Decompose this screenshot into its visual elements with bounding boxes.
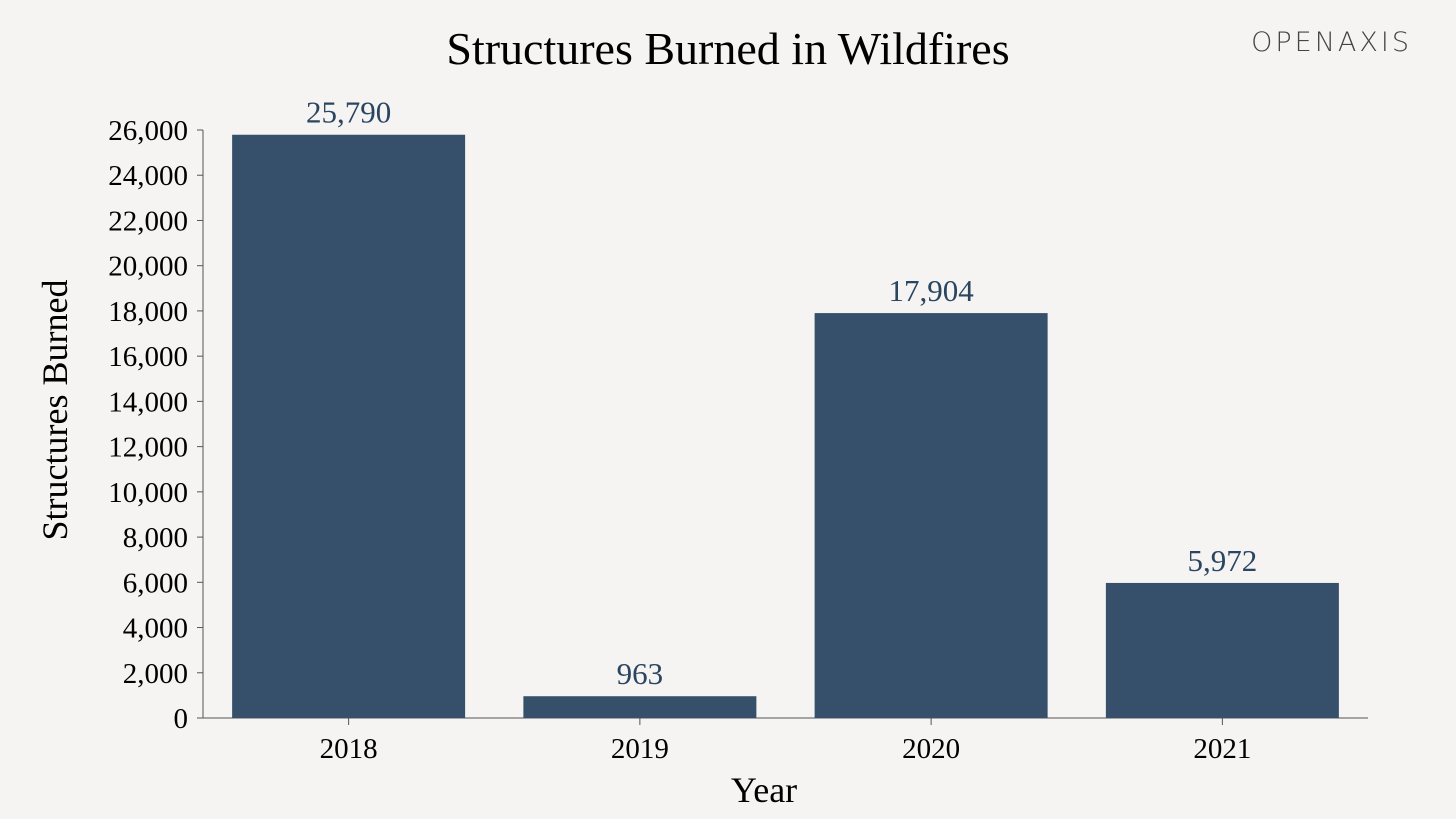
y-tick-label: 10,000	[108, 477, 188, 509]
bars	[232, 134, 1339, 718]
bar-2018	[232, 134, 466, 718]
x-tick-label: 2021	[1193, 733, 1251, 765]
y-tick-label: 14,000	[108, 386, 188, 418]
y-tick-label: 4,000	[123, 613, 188, 645]
y-tick-label: 2,000	[123, 658, 188, 690]
y-axis: 0 2,000 4,000 6,000 8,000 10,000 12,000 14,000 1…	[108, 115, 204, 735]
y-tick-label: 24,000	[108, 160, 188, 192]
data-label-2018: 25,790	[306, 95, 391, 130]
y-tick-label: 22,000	[108, 205, 188, 237]
y-tick-label: 8,000	[123, 522, 188, 554]
x-tick-label: 2020	[902, 733, 960, 765]
x-axis-title: Year	[731, 770, 797, 810]
y-tick-label: 12,000	[108, 432, 188, 464]
chart-title: Structures Burned in Wildfires	[446, 23, 1009, 74]
y-tick-label: 6,000	[123, 567, 188, 599]
y-tick-label: 18,000	[108, 296, 188, 328]
bar-2021	[1105, 582, 1339, 718]
y-tick-label: 16,000	[108, 341, 188, 373]
x-axis: 2018 2019 2020 2021	[203, 717, 1368, 765]
y-axis-title: Structures Burned	[35, 280, 75, 541]
x-tick-label: 2019	[611, 733, 669, 765]
brand-logo: OPENAXIS	[1251, 27, 1412, 58]
data-labels: 25,790 963 17,904 5,972	[306, 95, 1257, 691]
bar-2020	[814, 313, 1048, 718]
y-tick-label: 26,000	[108, 115, 188, 147]
data-label-2021: 5,972	[1188, 543, 1258, 578]
y-tick-label: 20,000	[108, 251, 188, 283]
data-label-2019: 963	[617, 656, 664, 691]
data-label-2020: 17,904	[889, 273, 975, 308]
y-tick-label: 0	[174, 703, 189, 735]
x-tick-label: 2018	[320, 733, 378, 765]
bar-2019	[523, 696, 757, 718]
